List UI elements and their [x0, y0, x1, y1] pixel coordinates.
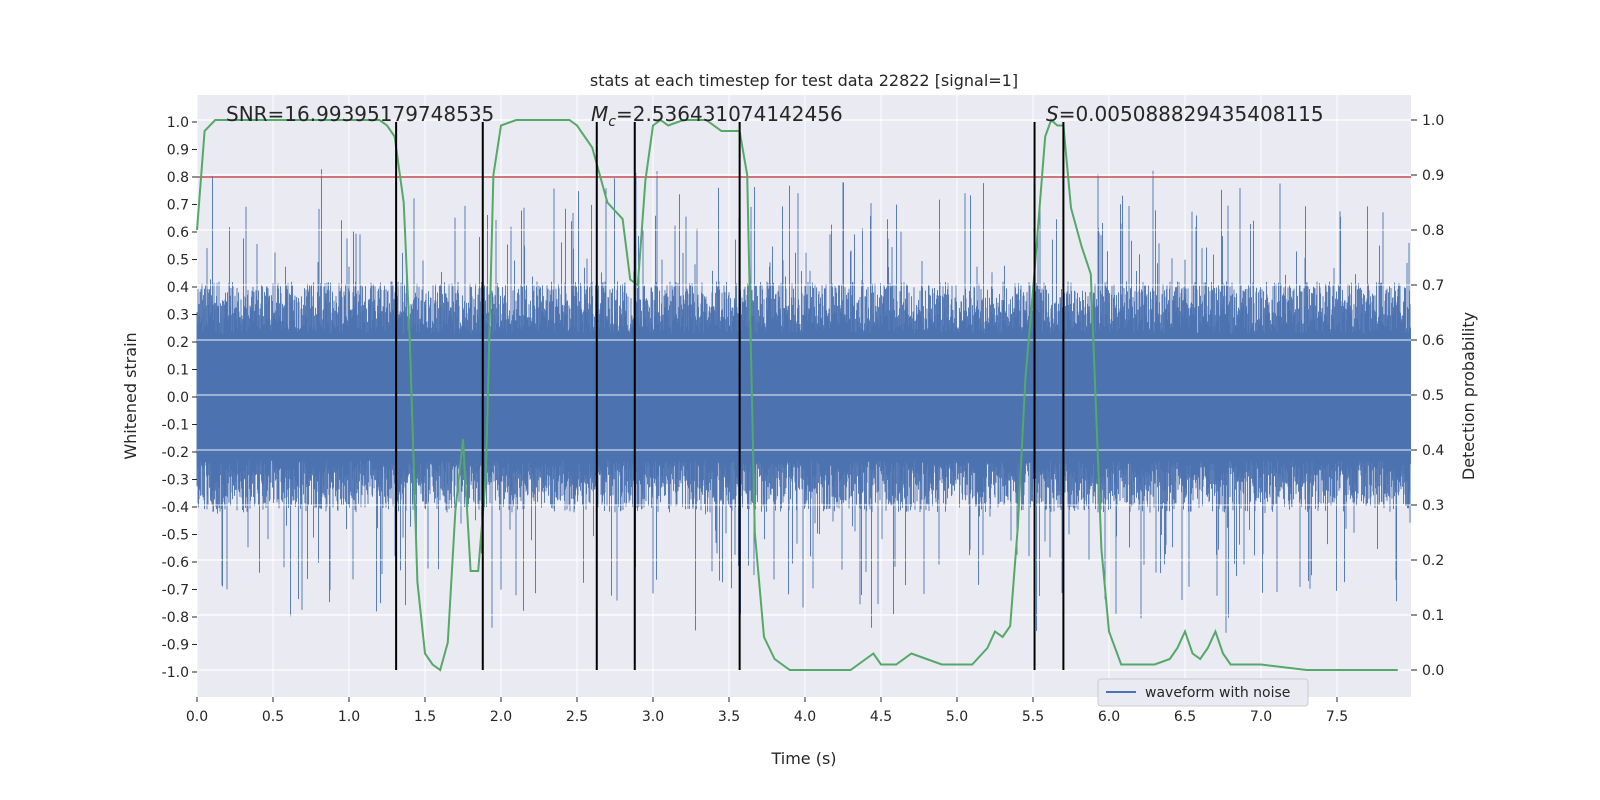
x-tick-label: 7.5 [1326, 709, 1348, 725]
right-tick-label: 0.4 [1422, 443, 1444, 459]
event-lines [395, 122, 1065, 670]
right-tick-label: 0.3 [1422, 498, 1444, 514]
chirp-mass-symbol: M [591, 102, 608, 126]
probability-line [196, 118, 1398, 672]
left-tick-label: 0.2 [167, 335, 189, 351]
left-tick-label: -0.3 [162, 473, 189, 489]
x-tick-label: 2.0 [490, 709, 512, 725]
waveform-core [197, 339, 1411, 455]
chirp-mass-subscript: c [608, 114, 616, 130]
x-tick-label: 3.0 [642, 709, 664, 725]
x-tick-label: 0.5 [262, 709, 284, 725]
x-tick-label: 5.0 [946, 709, 968, 725]
s-annotation: S=0.005088829435408115 [1046, 102, 1324, 126]
chirp-mass-annotation: Mc=2.536431074142456 [591, 102, 843, 130]
x-tick-label: 3.5 [718, 709, 740, 725]
right-tick-label: 0.7 [1422, 278, 1444, 294]
right-tick-label: 0.6 [1422, 333, 1444, 349]
legend: waveform with noise [1097, 678, 1309, 707]
left-tick-label: 0.0 [167, 390, 189, 406]
x-tick-label: 0.0 [186, 709, 208, 725]
right-tick-label: 0.1 [1422, 608, 1444, 624]
left-tick-label: 0.3 [167, 308, 189, 324]
left-tick-label: -1.0 [162, 665, 189, 681]
x-tick-label: 1.5 [414, 709, 436, 725]
right-y-ticks: 1.0 0.9 0.8 0.7 0.6 0.5 0.4 0.3 0.2 0.1 0.0 [1411, 113, 1444, 679]
left-tick-label: 0.4 [167, 280, 189, 296]
right-tick-label: 1.0 [1422, 113, 1444, 129]
chart-title: stats at each timestep for test data 228… [590, 71, 1018, 90]
left-tick-label: -0.5 [162, 528, 189, 544]
right-tick-label: 0.9 [1422, 168, 1444, 184]
right-tick-label: 0.2 [1422, 553, 1444, 569]
left-tick-label: -0.1 [162, 418, 189, 434]
x-tick-label: 7.0 [1250, 709, 1272, 725]
x-tick-label: 4.0 [794, 709, 816, 725]
x-tick-label: 5.5 [1022, 709, 1044, 725]
snr-annotation: SNR=16.99395179748535 [226, 102, 494, 126]
x-axis-label: Time (s) [770, 749, 836, 768]
left-tick-label: 0.5 [167, 253, 189, 269]
x-tick-label: 4.5 [870, 709, 892, 725]
left-tick-label: -0.2 [162, 445, 189, 461]
s-value: =0.005088829435408115 [1059, 102, 1324, 126]
x-tick-label: 6.5 [1174, 709, 1196, 725]
waveform-series [196, 119, 1411, 671]
left-tick-label: 0.8 [167, 170, 189, 186]
legend-label: waveform with noise [1145, 685, 1290, 701]
left-tick-label: -0.7 [162, 583, 189, 599]
left-tick-label: 0.9 [167, 143, 189, 159]
chirp-mass-value: =2.536431074142456 [616, 102, 843, 126]
left-y-ticks: 1.0 0.9 0.8 0.7 0.6 0.5 0.4 0.3 0.2 0.1 0.0 -0.1 -0.… [162, 115, 197, 681]
right-tick-label: 0.0 [1422, 663, 1444, 679]
y2-axis-label: Detection probability [1459, 312, 1478, 480]
x-tick-label: 2.5 [566, 709, 588, 725]
left-tick-label: 0.7 [167, 198, 189, 214]
left-tick-label: 1.0 [167, 115, 189, 131]
legend-box [1097, 678, 1309, 707]
left-tick-label: -0.6 [162, 555, 189, 571]
left-tick-label: 0.6 [167, 225, 189, 241]
left-tick-label: -0.8 [162, 610, 189, 626]
left-tick-label: -0.9 [162, 638, 189, 654]
probability-series [196, 118, 1398, 672]
left-tick-label: 0.1 [167, 363, 189, 379]
right-tick-label: 0.8 [1422, 223, 1444, 239]
x-tick-label: 1.0 [338, 709, 360, 725]
x-tick-label: 6.0 [1098, 709, 1120, 725]
left-tick-label: -0.4 [162, 500, 189, 516]
right-tick-label: 0.5 [1422, 388, 1444, 404]
y-axis-label: Whitened strain [121, 332, 140, 459]
s-symbol: S [1046, 102, 1059, 126]
